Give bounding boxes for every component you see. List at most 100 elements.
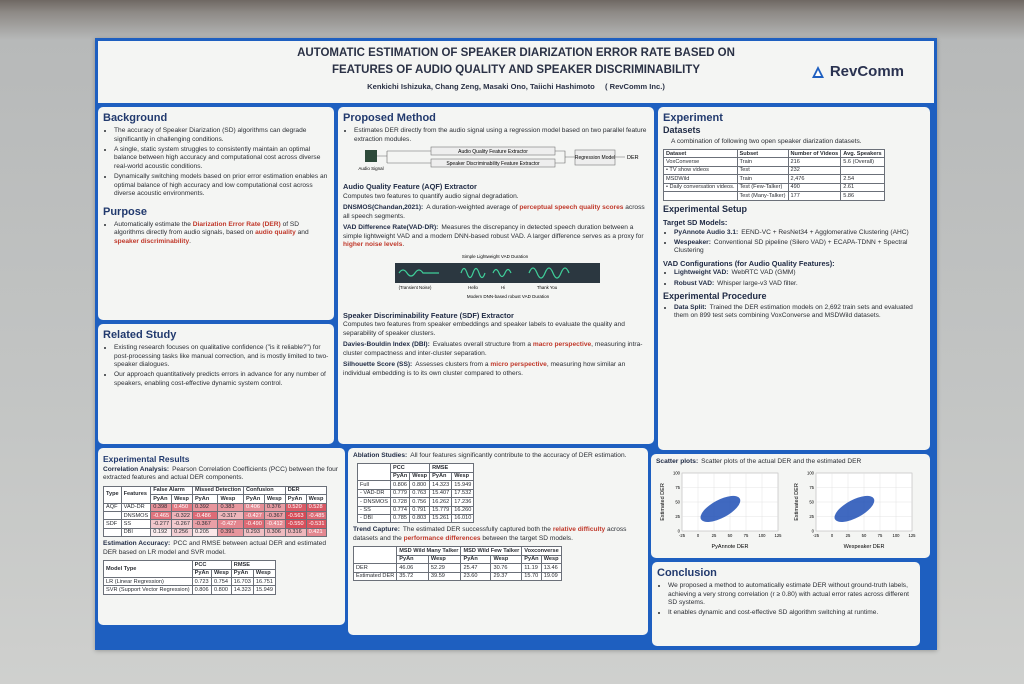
subheader-cell: PyAn bbox=[191, 494, 219, 504]
x-tick-label: 0 bbox=[697, 533, 700, 538]
conclusion-section: Conclusion We proposed a method to autom… bbox=[652, 562, 920, 646]
table-cell: -0.427 bbox=[242, 510, 265, 521]
bullet-list: The accuracy of Speaker Diarization (SD)… bbox=[103, 127, 329, 199]
y-tick-label: 100 bbox=[807, 471, 815, 476]
paragraph: A combination of following two open spea… bbox=[671, 137, 862, 145]
header-cell: Dataset bbox=[663, 149, 738, 159]
list-item: A single, static system struggles to con… bbox=[114, 146, 329, 171]
header-cell bbox=[352, 546, 398, 565]
paragraph: Correlation Analysis: Pearson Correlation… bbox=[103, 466, 340, 483]
point-cloud bbox=[700, 496, 741, 523]
logo-text: RevComm bbox=[829, 63, 904, 80]
subheader-cell: PyAn bbox=[460, 554, 492, 565]
table-cell: -0.563 bbox=[284, 510, 307, 521]
term: Robust VAD: bbox=[674, 279, 715, 287]
text: A duration-weighted average of bbox=[426, 204, 520, 212]
y-axis-label: Estimated DER bbox=[660, 484, 666, 522]
highlight: speaker discriminability bbox=[114, 237, 190, 245]
text: , measuring intra-cluster compactness an… bbox=[343, 341, 643, 357]
text: , measuring how similar an individual em… bbox=[343, 361, 626, 377]
bullet-list: Estimates DER directly from the audio si… bbox=[343, 127, 649, 144]
table-cell: 15.407 bbox=[429, 488, 453, 499]
table-cell: 16.010 bbox=[451, 513, 475, 524]
x-tick-label: 75 bbox=[878, 533, 883, 538]
text: The accuracy of Speaker Diarization (SD)… bbox=[114, 127, 307, 143]
term: Scatter plots: bbox=[656, 458, 699, 465]
section-heading: Proposed Method bbox=[343, 112, 436, 124]
text: It enables dynamic and cost-effective SD… bbox=[668, 609, 879, 617]
table-row: Test (Many-Talker) 177 5.86 bbox=[663, 191, 885, 201]
table-cell: 0.528 bbox=[305, 502, 328, 513]
highlight: perceptual speech quality scores bbox=[519, 204, 624, 212]
list: PyAnnote Audio 3.1:EEND-VC + ResNet34 + … bbox=[663, 229, 925, 256]
section-heading: Related Study bbox=[103, 329, 177, 341]
table-cell: Test (Few-Talker) bbox=[736, 182, 789, 193]
table-row: MSDWild Train 2,476 2.54 bbox=[663, 174, 885, 184]
table-cell: -0.267 bbox=[171, 519, 193, 529]
figure-label: (Transient Noise) bbox=[399, 285, 432, 290]
list-item: Lightweight VAD:WebRTC VAD (GMM) bbox=[674, 269, 925, 277]
y-tick-label: 50 bbox=[675, 500, 680, 505]
text: Our approach quantitatively predicts err… bbox=[114, 371, 326, 387]
title-line: FEATURES OF AUDIO QUALITY AND SPEAKER DI… bbox=[331, 64, 700, 76]
table-cell: -0.490 bbox=[242, 519, 265, 529]
table-wrap: Dataset Subset Number of Videos Avg. Speake… bbox=[663, 149, 925, 201]
table-cell: • Daily conversation videos. bbox=[663, 182, 738, 193]
table-cell: 0.806 bbox=[191, 585, 212, 595]
section-heading: Background bbox=[103, 112, 168, 124]
table-cell: Full bbox=[357, 480, 391, 490]
figure-label: Modern DNN-based robust VAD Duration bbox=[467, 294, 550, 299]
header-cell: RMSE bbox=[230, 560, 277, 570]
highlight: micro perspective bbox=[490, 361, 547, 369]
term: DNSMOS(Chandan,2021): bbox=[343, 204, 424, 212]
text: Dynamically switching models based on pr… bbox=[114, 173, 328, 198]
list-item: The accuracy of Speaker Diarization (SD)… bbox=[114, 127, 329, 144]
bullet-list: Lightweight VAD:WebRTC VAD (GMM) Robust V… bbox=[663, 269, 925, 288]
table-cell: Test (Many-Talker) bbox=[736, 191, 789, 201]
list: Estimates DER directly from the audio si… bbox=[343, 127, 649, 144]
table-cell: 0.763 bbox=[409, 488, 431, 499]
table: Dataset Subset Number of Videos Avg. Speake… bbox=[663, 149, 885, 201]
table-row: LR (Linear Regression) 0.723 0.754 16.703 16… bbox=[103, 576, 277, 587]
highlight: higher noise levels bbox=[343, 241, 403, 249]
table-cell: 35.72 bbox=[396, 571, 429, 581]
table-cell: -0.485 bbox=[305, 510, 328, 521]
subheader-cell: Wesp bbox=[427, 554, 462, 565]
subheader-cell: Wesp bbox=[305, 494, 328, 504]
subheading: Experimental Procedure bbox=[663, 291, 767, 302]
x-tick-label: 0 bbox=[831, 533, 834, 538]
bullet-list: Automatically estimate the Diarization E… bbox=[103, 221, 329, 246]
text: Estimates DER directly from the audio si… bbox=[354, 127, 647, 143]
subheading: Experimental Setup bbox=[663, 203, 748, 214]
header-cell: Avg. Speakers bbox=[840, 149, 885, 159]
table: PCC RMSE PyAn Wesp PyAn Wesp Full 0.806 0.800 14.… bbox=[357, 463, 475, 524]
table-row: DNSMOS -0.465 -0.322 -0.486 -0.317 -0.427 -0.3… bbox=[103, 510, 328, 521]
table-row: Estimated DER 35.72 39.59 23.60 29.37 15.70 19… bbox=[352, 571, 562, 581]
section-heading: Conclusion bbox=[657, 567, 717, 579]
table-cell: 0.803 bbox=[409, 513, 431, 524]
text: EEND-VC + ResNet34 + Agglomerative Clust… bbox=[741, 228, 909, 236]
table-cell: 29.37 bbox=[490, 571, 523, 581]
term: Correlation Analysis: bbox=[103, 465, 170, 473]
table-cell: 0.383 bbox=[217, 502, 244, 513]
list-item: Existing research focuses on qualitative… bbox=[114, 344, 329, 369]
subheader-cell: Wesp bbox=[451, 471, 475, 482]
bullet-list: Existing research focuses on qualitative… bbox=[103, 344, 329, 388]
y-tick-label: 75 bbox=[675, 485, 680, 490]
table-cell: 5.86 bbox=[840, 191, 885, 201]
table-cell: DBI bbox=[120, 527, 152, 538]
y-tick-label: 25 bbox=[675, 514, 680, 519]
text: across all speech segments. bbox=[343, 204, 645, 220]
highlight: audio quality bbox=[255, 229, 296, 237]
text: and bbox=[295, 229, 309, 237]
table-row: Full 0.806 0.800 14.323 15.949 bbox=[357, 480, 475, 490]
subheader-cell: Wesp bbox=[217, 494, 244, 504]
subheader-cell: PyAn bbox=[396, 554, 429, 565]
list-item: PyAnnote Audio 3.1:EEND-VC + ResNet34 + … bbox=[674, 229, 925, 237]
subheader-cell: PyAn bbox=[521, 554, 542, 565]
list: Automatically estimate the Diarization E… bbox=[103, 221, 329, 246]
subheader-row: PyAn Wesp PyAn Wesp PyAn Wesp bbox=[354, 554, 562, 565]
paragraph: Davies-Bouldin Index (DBI): Evaluates ove… bbox=[343, 341, 649, 358]
text: Assesses clusters from a bbox=[415, 361, 491, 369]
